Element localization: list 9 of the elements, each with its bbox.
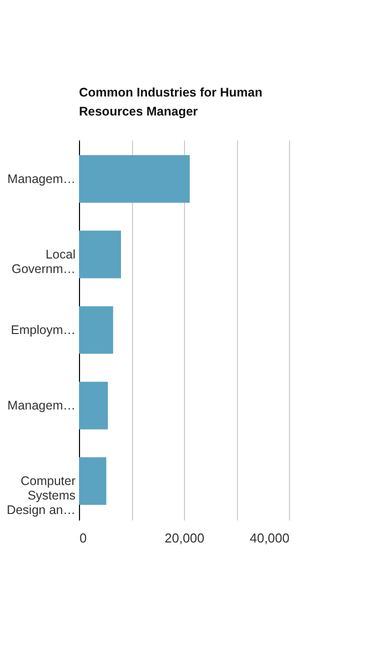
chart-title: Common Industries for Human Resources Manager [79, 86, 262, 118]
x-tick-label: 40,000 [250, 530, 290, 546]
x-tick-label: 20,000 [164, 530, 204, 546]
y-tick-label: Managem… [7, 398, 76, 413]
y-tick-label: Managem… [7, 172, 76, 186]
y-tick-label: Computer Systems Design an… [6, 474, 76, 518]
y-tick-label: Local Governm… [12, 247, 76, 276]
y-tick-label: Employm… [10, 323, 76, 337]
x-tick-label: 0 [80, 530, 87, 546]
